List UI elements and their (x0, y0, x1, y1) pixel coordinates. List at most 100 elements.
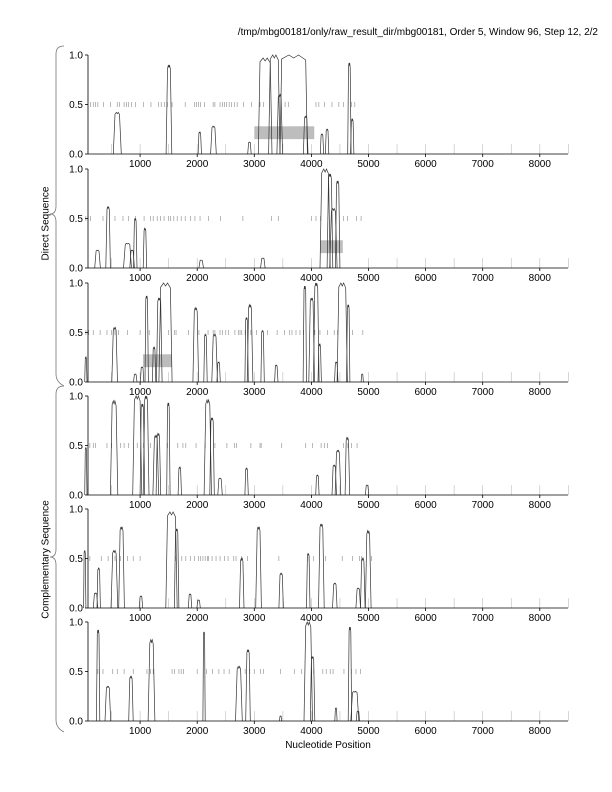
score-line (260, 330, 265, 383)
score-line (210, 125, 217, 155)
x-tick-label: 8000 (529, 159, 552, 170)
y-tick-label: 0.0 (69, 264, 83, 275)
score-line (142, 395, 150, 496)
score-line (332, 582, 338, 609)
y-tick-label: 0.5 (69, 328, 83, 339)
x-tick-label: 7000 (472, 387, 495, 398)
x-tick-label: 3000 (243, 613, 266, 624)
score-line (140, 366, 145, 383)
score-line (166, 402, 171, 496)
y-tick-label: 1.0 (69, 392, 83, 403)
y-tick-label: 1.0 (69, 505, 83, 516)
score-line (147, 638, 156, 722)
score-line (318, 523, 325, 609)
score-line (244, 467, 249, 496)
score-line (83, 550, 87, 609)
x-tick-label: 6000 (414, 273, 437, 284)
score-line (308, 297, 315, 383)
score-line (365, 529, 372, 609)
y-tick-label: 0.0 (69, 604, 83, 615)
highlight-box (142, 354, 172, 368)
score-line (211, 333, 218, 383)
score-line (104, 685, 112, 722)
score-line (331, 464, 337, 496)
score-line (326, 173, 334, 269)
x-axis-label: Nucleotide Position (285, 740, 371, 751)
y-tick-label: 1.0 (69, 51, 83, 62)
score-line (245, 649, 251, 722)
x-tick-label: 7000 (472, 613, 495, 624)
score-line (315, 474, 320, 496)
x-tick-label: 8000 (529, 613, 552, 624)
score-line (216, 361, 221, 383)
x-tick-label: 7000 (472, 726, 495, 737)
score-line (346, 304, 351, 383)
y-tick-label: 0.5 (69, 667, 83, 678)
score-line (203, 398, 212, 496)
highlight-box (319, 240, 343, 254)
x-tick-label: 7000 (472, 159, 495, 170)
x-tick-label: 1000 (129, 273, 152, 284)
score-line (118, 526, 125, 609)
score-line (246, 303, 254, 383)
x-tick-label: 2000 (186, 726, 209, 737)
score-line (303, 620, 313, 722)
score-line (144, 295, 149, 383)
score-line (360, 557, 366, 609)
score-line (336, 282, 348, 383)
x-tick-label: 4000 (300, 726, 323, 737)
x-tick-label: 5000 (357, 500, 380, 511)
direct-brace (49, 45, 65, 387)
score-line (325, 128, 330, 155)
score-line (247, 141, 252, 155)
score-line (217, 477, 223, 496)
score-line (347, 62, 352, 155)
score-line (177, 466, 182, 496)
score-line (317, 343, 322, 383)
chart-title: /tmp/mbg00181/only/raw_result_dir/mbg001… (237, 27, 598, 38)
y-tick-label: 0.0 (69, 378, 83, 389)
score-line (306, 553, 311, 609)
x-tick-label: 5000 (357, 613, 380, 624)
score-line (197, 131, 202, 155)
score-line (202, 631, 206, 722)
y-tick-label: 0.0 (69, 491, 83, 502)
x-tick-label: 6000 (414, 387, 437, 398)
x-tick-label: 2000 (186, 159, 209, 170)
x-tick-label: 2000 (186, 613, 209, 624)
highlight-box (254, 126, 315, 140)
score-line (360, 373, 364, 383)
x-tick-label: 6000 (414, 613, 437, 624)
y-tick-label: 0.5 (69, 214, 83, 225)
score-line (96, 629, 101, 722)
x-tick-label: 4000 (300, 613, 323, 624)
x-tick-label: 8000 (529, 387, 552, 398)
x-tick-label: 5000 (357, 726, 380, 737)
score-line (329, 207, 338, 269)
score-line (302, 285, 307, 383)
x-tick-label: 3000 (243, 726, 266, 737)
score-line (132, 394, 143, 496)
y-tick-label: 0.0 (69, 150, 83, 161)
score-line (235, 665, 243, 722)
x-tick-label: 4000 (300, 500, 323, 511)
score-line (198, 259, 204, 269)
x-tick-label: 2000 (186, 273, 209, 284)
score-line (350, 690, 360, 722)
score-line (152, 346, 157, 383)
score-line (133, 218, 138, 269)
score-line (239, 557, 245, 609)
x-tick-label: 2000 (186, 500, 209, 511)
y-tick-label: 0.0 (69, 717, 83, 728)
score-line (158, 282, 173, 383)
x-tick-label: 1000 (129, 726, 152, 737)
score-line (279, 54, 308, 155)
x-tick-label: 8000 (529, 726, 552, 737)
x-tick-label: 3000 (243, 159, 266, 170)
y-tick-label: 1.0 (69, 165, 83, 176)
x-tick-label: 1000 (129, 387, 152, 398)
x-tick-label: 8000 (529, 273, 552, 284)
score-line (347, 626, 353, 722)
score-line (152, 434, 160, 496)
